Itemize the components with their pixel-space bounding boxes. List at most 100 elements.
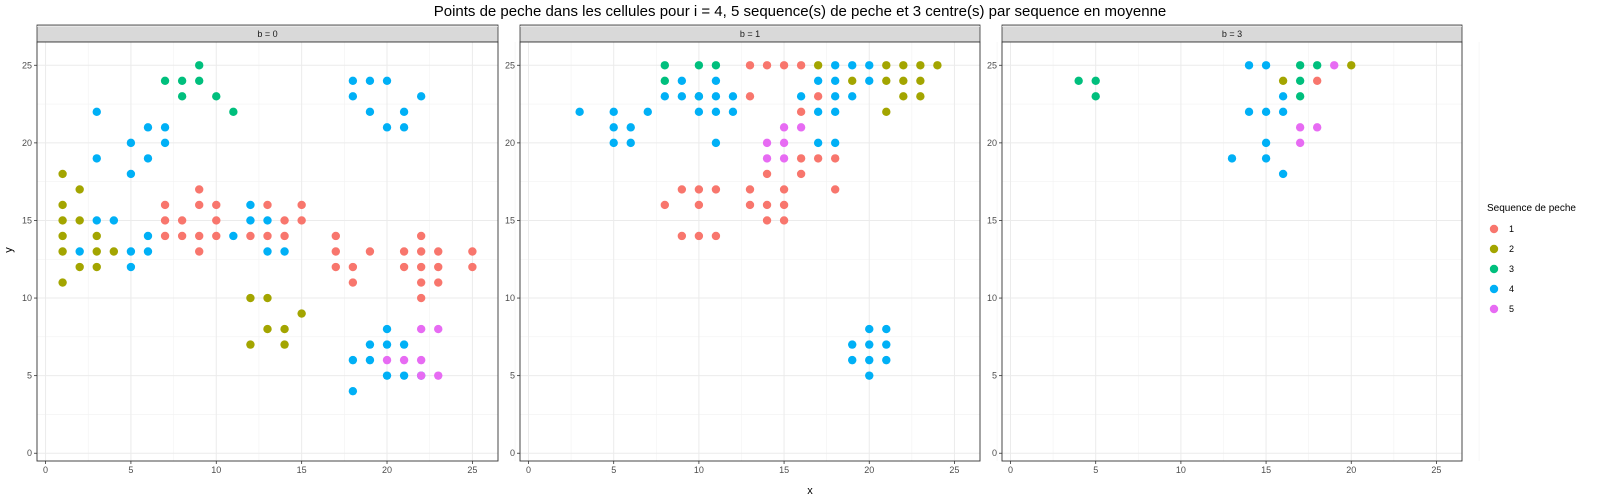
data-point-seq-2 <box>109 247 119 256</box>
data-point-seq-2 <box>1278 76 1288 85</box>
data-point-seq-4 <box>348 92 358 101</box>
legend-key-5 <box>1489 304 1499 314</box>
data-point-seq-1 <box>177 231 187 241</box>
chart-title: Points de peche dans les cellules pour i… <box>434 3 1167 20</box>
data-point-seq-4 <box>399 340 409 349</box>
data-point-seq-4 <box>626 123 635 132</box>
data-point-seq-4 <box>711 76 721 85</box>
x-tick-label: 20 <box>1346 465 1356 475</box>
facet-strip-label: b = 3 <box>1222 29 1242 39</box>
data-point-seq-4 <box>728 92 738 101</box>
data-point-seq-2 <box>75 216 84 225</box>
data-point-seq-4 <box>865 324 874 334</box>
data-point-seq-5 <box>1312 123 1322 132</box>
data-point-seq-1 <box>745 200 755 210</box>
data-point-seq-4 <box>1278 169 1288 179</box>
data-point-seq-2 <box>75 262 84 272</box>
data-point-seq-4 <box>382 324 392 334</box>
data-point-seq-5 <box>796 123 806 132</box>
data-point-seq-4 <box>865 61 874 70</box>
data-point-seq-1 <box>694 185 704 194</box>
data-point-seq-4 <box>1278 92 1288 101</box>
data-point-seq-2 <box>280 324 289 334</box>
data-point-seq-2 <box>92 247 101 256</box>
data-point-seq-2 <box>1347 61 1356 70</box>
x-tick-label: 0 <box>43 465 48 475</box>
data-point-seq-1 <box>762 169 772 179</box>
data-point-seq-4 <box>160 138 170 148</box>
data-point-seq-1 <box>677 185 687 194</box>
data-point-seq-3 <box>1091 76 1100 85</box>
data-point-seq-1 <box>263 200 272 210</box>
data-point-seq-4 <box>1261 61 1271 70</box>
data-point-seq-4 <box>865 76 874 85</box>
data-point-seq-1 <box>331 247 340 256</box>
y-tick-label: 10 <box>987 293 997 303</box>
y-tick-label: 15 <box>22 215 32 225</box>
data-point-seq-3 <box>195 76 204 85</box>
data-point-seq-3 <box>1295 92 1305 101</box>
data-point-seq-1 <box>694 231 704 241</box>
x-tick-label: 5 <box>1093 465 1098 475</box>
data-point-seq-1 <box>416 293 426 303</box>
y-tick-label: 20 <box>505 138 515 148</box>
data-point-seq-3 <box>1091 92 1100 101</box>
legend-label-3: 3 <box>1509 264 1514 274</box>
data-point-seq-4 <box>92 154 101 163</box>
data-point-seq-3 <box>1312 61 1322 70</box>
data-point-seq-1 <box>160 216 170 225</box>
data-point-seq-4 <box>609 123 618 132</box>
legend: Sequence de peche 1 2 3 4 5 <box>1487 203 1576 314</box>
data-point-seq-2 <box>58 278 67 287</box>
data-point-seq-4 <box>694 92 704 101</box>
legend-label-2: 2 <box>1509 244 1514 254</box>
y-tick-label: 5 <box>992 371 997 381</box>
x-tick-label: 15 <box>1261 465 1271 475</box>
data-point-seq-4 <box>813 138 823 148</box>
x-tick-label: 0 <box>1008 465 1013 475</box>
data-point-seq-1 <box>796 169 806 179</box>
legend-key-4 <box>1489 284 1499 294</box>
data-point-seq-4 <box>711 92 721 101</box>
data-point-seq-4 <box>365 76 375 85</box>
data-point-seq-2 <box>246 340 255 349</box>
data-point-seq-2 <box>813 61 823 70</box>
data-point-seq-1 <box>280 216 289 225</box>
data-point-seq-1 <box>1312 76 1322 85</box>
data-point-seq-4 <box>143 123 153 132</box>
data-point-seq-2 <box>882 107 891 117</box>
data-point-seq-4 <box>92 216 101 225</box>
x-tick-label: 0 <box>526 465 531 475</box>
y-tick-label: 0 <box>510 448 515 458</box>
data-point-seq-2 <box>92 231 101 241</box>
data-point-seq-2 <box>899 92 908 101</box>
y-tick-label: 10 <box>22 293 32 303</box>
data-point-seq-4 <box>109 216 119 225</box>
y-tick-label: 15 <box>987 215 997 225</box>
data-point-seq-2 <box>58 169 67 179</box>
data-point-seq-1 <box>694 200 704 210</box>
data-point-seq-2 <box>263 324 272 334</box>
legend-label-5: 5 <box>1509 304 1514 314</box>
data-point-seq-5 <box>779 123 789 132</box>
x-tick-label: 10 <box>1176 465 1186 475</box>
data-point-seq-5 <box>779 154 789 163</box>
data-point-seq-4 <box>865 371 874 380</box>
data-point-seq-1 <box>195 247 204 256</box>
data-point-seq-4 <box>399 107 409 117</box>
data-point-seq-4 <box>865 340 874 349</box>
data-point-seq-4 <box>143 247 153 256</box>
data-point-seq-4 <box>1261 107 1271 117</box>
data-point-seq-5 <box>1295 123 1305 132</box>
data-point-seq-3 <box>660 76 670 85</box>
data-point-seq-4 <box>728 107 738 117</box>
legend-label-4: 4 <box>1509 284 1514 294</box>
data-point-seq-1 <box>160 200 170 210</box>
data-point-seq-1 <box>416 247 426 256</box>
data-point-seq-2 <box>280 340 289 349</box>
data-point-seq-3 <box>694 61 704 70</box>
data-point-seq-4 <box>75 247 84 256</box>
data-point-seq-1 <box>177 216 187 225</box>
data-point-seq-1 <box>160 231 170 241</box>
legend-key-3 <box>1489 264 1499 274</box>
